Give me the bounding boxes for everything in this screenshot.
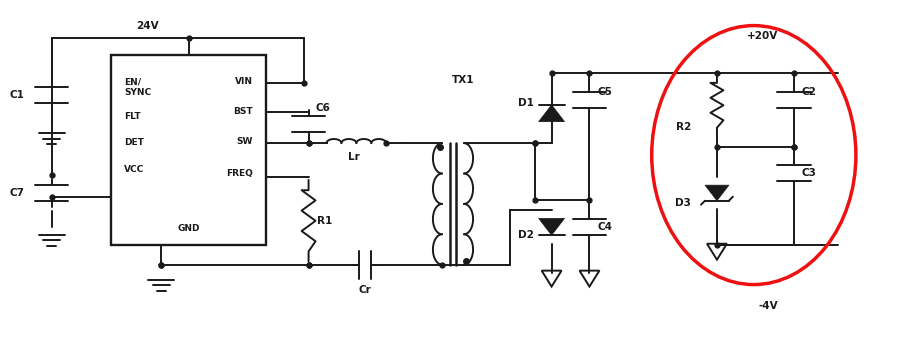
Bar: [112, 55, 266, 245]
Text: D3: D3: [675, 198, 691, 208]
Text: -4V: -4V: [759, 301, 778, 311]
Text: TX1: TX1: [452, 75, 474, 86]
Text: VCC: VCC: [124, 165, 145, 174]
Text: DET: DET: [124, 138, 144, 147]
Text: GND: GND: [177, 224, 200, 233]
Text: FLT: FLT: [124, 112, 141, 121]
Polygon shape: [539, 218, 564, 235]
Text: R2: R2: [676, 122, 691, 132]
Text: C3: C3: [802, 168, 816, 178]
Polygon shape: [539, 105, 564, 122]
Text: 24V: 24V: [136, 21, 159, 31]
Text: R1: R1: [317, 216, 332, 226]
Text: Lr: Lr: [347, 152, 359, 162]
Text: EN/: EN/: [124, 77, 141, 86]
Text: Cr: Cr: [359, 285, 372, 295]
Text: C1: C1: [10, 90, 24, 100]
Text: SW: SW: [237, 137, 253, 146]
Text: C6: C6: [316, 103, 330, 113]
Text: C7: C7: [10, 188, 24, 198]
Text: FREQ: FREQ: [226, 169, 253, 178]
Text: D2: D2: [518, 230, 534, 240]
Text: BST: BST: [233, 107, 253, 116]
Text: C4: C4: [598, 222, 612, 232]
Text: C5: C5: [598, 87, 612, 97]
Polygon shape: [705, 185, 729, 201]
Text: VIN: VIN: [235, 77, 253, 86]
Text: C2: C2: [802, 87, 816, 97]
Text: SYNC: SYNC: [124, 88, 151, 97]
Text: +20V: +20V: [747, 31, 778, 40]
Text: D1: D1: [518, 98, 534, 108]
